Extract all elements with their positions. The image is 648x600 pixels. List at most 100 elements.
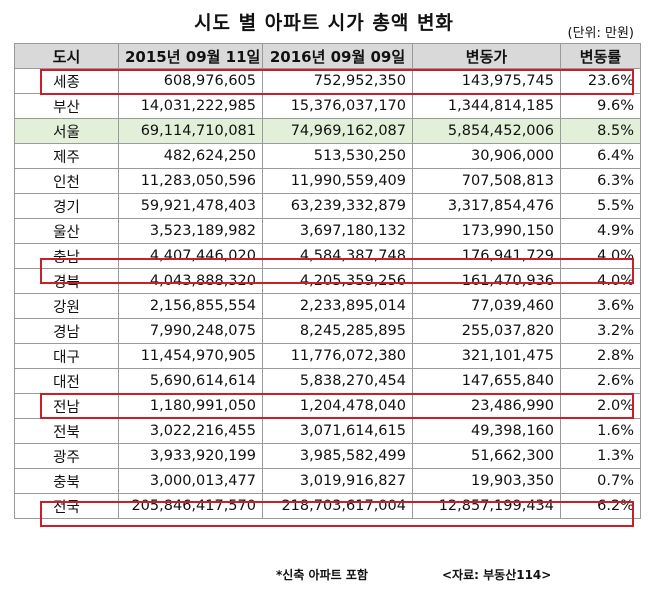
cell-rate: 6.2% [560, 493, 641, 519]
table-row: 세종 608,976,605 752,952,350 143,975,745 23.6% [14, 68, 641, 94]
cell-rate: 2.6% [560, 368, 641, 394]
cell-2015: 11,283,050,596 [118, 168, 263, 194]
cell-change: 321,101,475 [412, 343, 561, 369]
cell-rate: 4.0% [560, 243, 641, 269]
cell-region: 전북 [14, 418, 119, 444]
cell-change: 12,857,199,434 [412, 493, 561, 519]
table-row: 경북 4,043,888,320 4,205,359,256 161,470,936 4… [14, 268, 641, 294]
cell-2016: 5,838,270,454 [262, 368, 413, 394]
table-row: 대구 11,454,970,905 11,776,072,380 321,101,47… [14, 343, 641, 369]
cell-region: 부산 [14, 93, 119, 119]
cell-change: 173,990,150 [412, 218, 561, 244]
cell-2016: 513,530,250 [262, 143, 413, 169]
unit-label: (단위: 만원) [567, 26, 635, 41]
table-row: 경남 7,990,248,075 8,245,285,895 255,037,820 3… [14, 318, 641, 344]
cell-2015: 482,624,250 [118, 143, 263, 169]
cell-region: 충남 [14, 243, 119, 269]
cell-change: 161,470,936 [412, 268, 561, 294]
header-2016: 2016년 09월 09일 [262, 43, 413, 69]
footnote: *신축 아파트 포함 [276, 568, 368, 582]
table-row: 충북 3,000,013,477 3,019,916,827 19,903,350 0.… [14, 468, 641, 494]
cell-2016: 1,204,478,040 [262, 393, 413, 419]
cell-change: 5,854,452,006 [412, 118, 561, 144]
cell-2015: 205,846,417,570 [118, 493, 263, 519]
cell-change: 143,975,745 [412, 68, 561, 94]
cell-region: 세종 [14, 68, 119, 94]
cell-2016: 63,239,332,879 [262, 193, 413, 219]
cell-2016: 218,703,617,004 [262, 493, 413, 519]
cell-2016: 8,245,285,895 [262, 318, 413, 344]
source-note: <자료: 부동산114> [442, 568, 552, 582]
cell-rate: 23.6% [560, 68, 641, 94]
cell-2016: 3,019,916,827 [262, 468, 413, 494]
cell-2015: 1,180,991,050 [118, 393, 263, 419]
cell-region: 울산 [14, 218, 119, 244]
cell-change: 49,398,160 [412, 418, 561, 444]
cell-2015: 4,407,446,020 [118, 243, 263, 269]
cell-rate: 3.2% [560, 318, 641, 344]
cell-2016: 2,233,895,014 [262, 293, 413, 319]
cell-rate: 1.6% [560, 418, 641, 444]
cell-rate: 1.3% [560, 443, 641, 469]
table-row: 울산 3,523,189,982 3,697,180,132 173,990,150 4… [14, 218, 641, 244]
cell-2016: 11,990,559,409 [262, 168, 413, 194]
cell-2015: 5,690,614,614 [118, 368, 263, 394]
cell-change: 51,662,300 [412, 443, 561, 469]
cell-change: 77,039,460 [412, 293, 561, 319]
cell-rate: 9.6% [560, 93, 641, 119]
cell-2016: 3,985,582,499 [262, 443, 413, 469]
table-row: 전남 1,180,991,050 1,204,478,040 23,486,990 2.… [14, 393, 641, 419]
cell-region: 경북 [14, 268, 119, 294]
cell-region: 경남 [14, 318, 119, 344]
cell-2016: 74,969,162,087 [262, 118, 413, 144]
page-title: 시도 별 아파트 시가 총액 변화 [194, 12, 454, 34]
cell-2015: 3,000,013,477 [118, 468, 263, 494]
table-row: 전국 205,846,417,570 218,703,617,004 12,857,1… [14, 493, 641, 519]
cell-change: 147,655,840 [412, 368, 561, 394]
cell-change: 30,906,000 [412, 143, 561, 169]
cell-rate: 6.3% [560, 168, 641, 194]
cell-2015: 14,031,222,985 [118, 93, 263, 119]
header-region: 도시 [14, 43, 119, 69]
cell-region: 제주 [14, 143, 119, 169]
table-row: 경기 59,921,478,403 63,239,332,879 3,317,854,… [14, 193, 641, 219]
cell-2016: 752,952,350 [262, 68, 413, 94]
cell-rate: 0.7% [560, 468, 641, 494]
cell-rate: 2.0% [560, 393, 641, 419]
cell-change: 707,508,813 [412, 168, 561, 194]
cell-rate: 2.8% [560, 343, 641, 369]
cell-region: 광주 [14, 443, 119, 469]
cell-2015: 4,043,888,320 [118, 268, 263, 294]
cell-change: 3,317,854,476 [412, 193, 561, 219]
cell-2015: 3,933,920,199 [118, 443, 263, 469]
cell-2016: 4,584,387,748 [262, 243, 413, 269]
table-row: 인천 11,283,050,596 11,990,559,409 707,508,81… [14, 168, 641, 194]
table-row: 대전 5,690,614,614 5,838,270,454 147,655,840 2… [14, 368, 641, 394]
cell-region: 대전 [14, 368, 119, 394]
cell-change: 1,344,814,185 [412, 93, 561, 119]
header-2015: 2015년 09월 11일 [118, 43, 263, 69]
cell-2016: 3,697,180,132 [262, 218, 413, 244]
cell-rate: 4.9% [560, 218, 641, 244]
cell-region: 서울 [14, 118, 119, 144]
table-row: 부산 14,031,222,985 15,376,037,170 1,344,814,… [14, 93, 641, 119]
cell-change: 255,037,820 [412, 318, 561, 344]
cell-rate: 5.5% [560, 193, 641, 219]
market-cap-table: 도시 2015년 09월 11일 2016년 09월 09일 변동가 변동률 세… [14, 43, 641, 519]
table-row: 서울 69,114,710,081 74,969,162,087 5,854,452,… [14, 118, 641, 144]
cell-2016: 15,376,037,170 [262, 93, 413, 119]
header-change: 변동가 [412, 43, 561, 69]
cell-region: 전남 [14, 393, 119, 419]
table-row: 충남 4,407,446,020 4,584,387,748 176,941,729 4… [14, 243, 641, 269]
table-row: 광주 3,933,920,199 3,985,582,499 51,662,300 1.… [14, 443, 641, 469]
cell-2016: 4,205,359,256 [262, 268, 413, 294]
cell-change: 19,903,350 [412, 468, 561, 494]
table-row: 전북 3,022,216,455 3,071,614,615 49,398,160 1.… [14, 418, 641, 444]
cell-2015: 2,156,855,554 [118, 293, 263, 319]
cell-region: 충북 [14, 468, 119, 494]
cell-change: 23,486,990 [412, 393, 561, 419]
cell-2015: 3,523,189,982 [118, 218, 263, 244]
cell-region: 전국 [14, 493, 119, 519]
cell-rate: 4.0% [560, 268, 641, 294]
cell-2016: 11,776,072,380 [262, 343, 413, 369]
